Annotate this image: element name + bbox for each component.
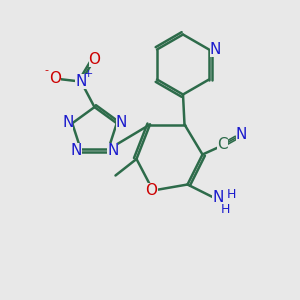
Text: N: N (212, 190, 224, 206)
Text: -: - (44, 64, 49, 75)
Text: O: O (50, 71, 61, 86)
Text: C: C (217, 137, 228, 152)
Text: N: N (236, 127, 247, 142)
Text: N: N (107, 143, 118, 158)
Text: O: O (88, 52, 101, 67)
Text: H: H (220, 203, 230, 216)
Text: N: N (75, 74, 87, 89)
Text: O: O (146, 183, 158, 198)
Text: N: N (70, 143, 82, 158)
Text: H: H (226, 188, 236, 202)
Text: N: N (116, 115, 127, 130)
Text: +: + (84, 69, 93, 79)
Text: N: N (210, 42, 221, 57)
Text: N: N (62, 115, 74, 130)
